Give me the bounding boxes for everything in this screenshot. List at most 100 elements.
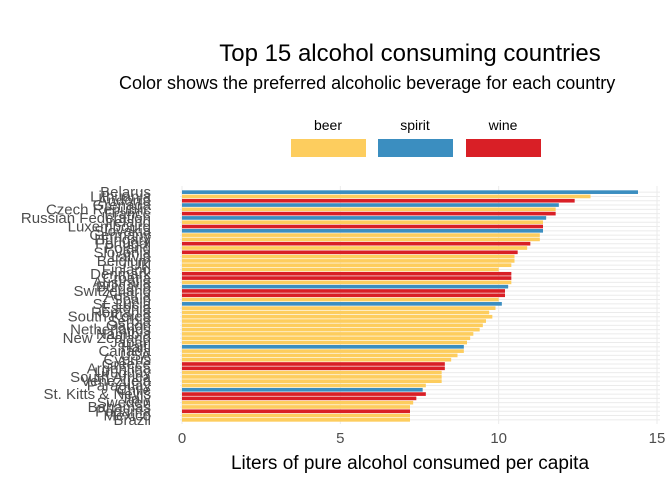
bar bbox=[182, 314, 493, 319]
category-label: Spain bbox=[113, 292, 151, 309]
category-label: Slovakia bbox=[94, 223, 151, 240]
bar bbox=[182, 396, 417, 401]
category-label: Sweden bbox=[97, 395, 151, 412]
category-label: France bbox=[104, 206, 151, 223]
bar bbox=[182, 198, 575, 203]
category-label: St. Lucia bbox=[93, 296, 152, 313]
bar bbox=[182, 400, 414, 405]
category-label: Belgium bbox=[97, 253, 151, 270]
bar bbox=[182, 409, 410, 414]
bar bbox=[182, 392, 426, 396]
bar bbox=[182, 336, 471, 341]
category-label: Australia bbox=[93, 274, 152, 291]
bar bbox=[182, 289, 505, 293]
category-label: Chile bbox=[117, 382, 151, 399]
bar bbox=[182, 267, 499, 272]
category-label: Cyprus bbox=[103, 352, 151, 369]
bar bbox=[182, 216, 547, 220]
bar bbox=[182, 190, 638, 194]
category-label: Haiti bbox=[121, 339, 151, 356]
bar bbox=[182, 224, 543, 229]
category-label: Hungary bbox=[94, 231, 151, 248]
category-label: UK bbox=[130, 257, 151, 274]
bar bbox=[182, 254, 515, 259]
category-label: Grenada bbox=[93, 197, 152, 214]
category-label: Croatia bbox=[103, 270, 152, 287]
category-label: Gabon bbox=[106, 317, 151, 334]
category-label: Argentina bbox=[87, 360, 152, 377]
legend-key-spirit bbox=[378, 139, 453, 157]
category-label: Panama bbox=[95, 403, 152, 420]
x-tick-label: 0 bbox=[178, 430, 186, 447]
bar bbox=[182, 310, 490, 315]
x-tick-label: 15 bbox=[649, 430, 666, 447]
chart-title: Top 15 alcohol consuming countries bbox=[219, 40, 601, 67]
bar bbox=[182, 332, 474, 336]
bar bbox=[182, 293, 505, 298]
category-label: Austria bbox=[104, 287, 151, 304]
bar bbox=[182, 228, 543, 233]
bar bbox=[182, 250, 518, 255]
bar bbox=[182, 362, 445, 366]
category-label: St. Kitts & Nevis bbox=[43, 386, 151, 403]
bars bbox=[182, 190, 638, 422]
legend-label-spirit: spirit bbox=[400, 117, 430, 133]
category-label: Venezuela bbox=[81, 373, 152, 390]
bar bbox=[182, 203, 559, 207]
x-tick-label: 5 bbox=[336, 430, 344, 447]
bar bbox=[182, 379, 442, 384]
bar bbox=[182, 233, 540, 237]
bar bbox=[182, 194, 591, 199]
category-label: Switzerland bbox=[73, 283, 151, 300]
category-label: Luxembourg bbox=[68, 219, 151, 236]
category-label: Canada bbox=[98, 343, 151, 360]
category-label: Namibia bbox=[96, 326, 152, 343]
bar bbox=[182, 418, 410, 422]
bar bbox=[182, 405, 410, 409]
bar bbox=[182, 383, 426, 388]
category-label: Poland bbox=[104, 240, 151, 257]
bar bbox=[182, 349, 464, 353]
category-label: Germany bbox=[89, 227, 151, 244]
category-label: Slovenia bbox=[93, 244, 151, 261]
category-label: Finland bbox=[102, 261, 151, 278]
bar bbox=[182, 357, 452, 362]
bar bbox=[182, 276, 512, 280]
category-label: Russian Federation bbox=[21, 210, 151, 227]
bar bbox=[182, 207, 556, 212]
bar bbox=[182, 370, 442, 375]
bar bbox=[182, 319, 486, 323]
category-label: Denmark bbox=[90, 266, 151, 283]
x-tick-label: 10 bbox=[490, 430, 507, 447]
x-axis-ticks: 0 5 10 15 bbox=[178, 430, 666, 447]
bar bbox=[182, 366, 445, 371]
category-label: South Korea bbox=[68, 309, 152, 326]
category-label: Belarus bbox=[100, 184, 151, 201]
category-label: Uruguay bbox=[94, 365, 151, 382]
bar bbox=[182, 220, 543, 225]
bar bbox=[182, 340, 467, 345]
bar bbox=[182, 246, 528, 250]
category-label: Bahamas bbox=[88, 399, 151, 416]
legend-label-wine: wine bbox=[488, 117, 518, 133]
bar bbox=[182, 280, 512, 285]
category-label: Greece bbox=[102, 356, 151, 373]
category-label: Japan bbox=[110, 335, 151, 352]
category-label: Portugal bbox=[95, 236, 151, 253]
bar bbox=[182, 323, 483, 328]
category-label: Lithuania bbox=[90, 188, 152, 205]
bar bbox=[182, 302, 502, 306]
bar bbox=[182, 375, 442, 379]
category-label: New Zealand bbox=[63, 330, 151, 347]
legend-label-beer: beer bbox=[314, 117, 342, 133]
bar bbox=[182, 284, 509, 289]
category-label: South Africa bbox=[70, 369, 152, 386]
category-label: Italy bbox=[123, 390, 151, 407]
category-label: Czech Republic bbox=[46, 201, 152, 218]
legend-key-wine bbox=[466, 139, 541, 157]
bar bbox=[182, 387, 423, 392]
bar bbox=[182, 306, 496, 310]
category-label: Mexico bbox=[103, 408, 151, 425]
